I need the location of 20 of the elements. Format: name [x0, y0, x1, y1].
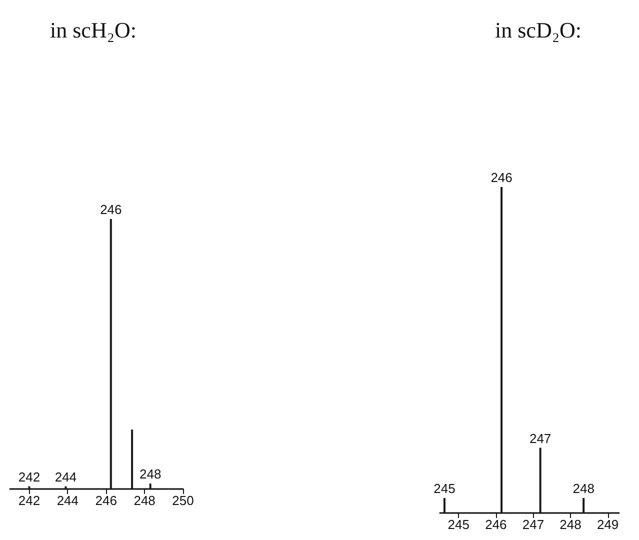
x-tick-label: 242: [18, 493, 40, 508]
x-tick-label: 246: [485, 517, 507, 532]
annotation: 245: [434, 481, 456, 496]
chart-title: in scD₂O:: [495, 18, 582, 42]
x-tick-label: 246: [95, 493, 117, 508]
x-tick-label: 245: [448, 517, 470, 532]
x-tick-label: 249: [596, 517, 619, 532]
annotation: 248: [572, 481, 594, 496]
x-tick-label: 248: [134, 493, 156, 508]
annotation: 244: [54, 469, 77, 484]
annotation: 246: [100, 202, 122, 217]
x-tick-label: 248: [560, 517, 582, 532]
x-tick-label: 247: [522, 517, 544, 532]
chart-title: in scH₂O:: [50, 18, 136, 42]
x-tick-label: 250: [172, 493, 194, 508]
annotation: 246: [490, 170, 512, 185]
annotation: 248: [139, 466, 162, 482]
annotation: 247: [529, 430, 552, 446]
annotation: 242: [18, 469, 40, 484]
x-tick-label: 244: [56, 493, 79, 508]
